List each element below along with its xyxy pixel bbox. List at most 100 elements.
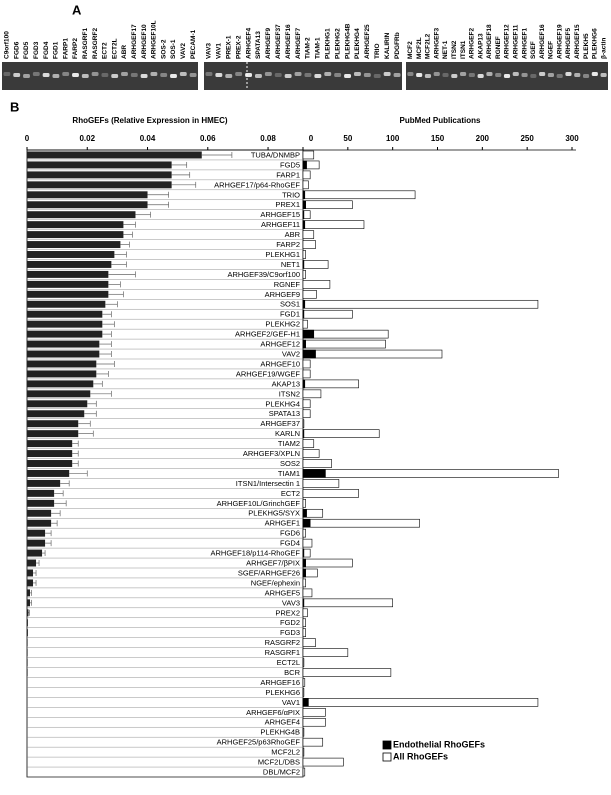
gel-band <box>205 72 213 76</box>
gel-band <box>512 72 519 76</box>
bar <box>27 231 124 239</box>
bar <box>27 181 172 189</box>
bar <box>302 379 359 389</box>
category-label: RASGRF1 <box>265 648 300 657</box>
gel-band <box>334 73 342 77</box>
axis-title: RhoGEFs (Relative Expression in HMEC) <box>72 116 227 125</box>
legend-swatch <box>382 752 392 762</box>
lane-label: ARHGEF25 <box>364 24 371 59</box>
gel-band <box>530 74 537 78</box>
gel-band <box>81 74 89 78</box>
category-label: ARHGEF10 <box>260 359 300 368</box>
bar <box>302 409 311 419</box>
gel-band <box>468 73 475 77</box>
bar <box>302 598 305 608</box>
category-label: ITSN2 <box>279 389 300 398</box>
bar <box>302 359 311 369</box>
category-label: SOS1 <box>280 300 300 309</box>
bar <box>302 180 309 190</box>
bar <box>302 737 324 747</box>
bar <box>302 309 353 319</box>
bar <box>27 619 28 627</box>
category-label: SGEF/ARHGEF26 <box>238 568 300 577</box>
bar <box>302 439 315 448</box>
lane-label: ARHGEF12 <box>504 24 511 59</box>
category-label: MCF2L/DBS <box>258 758 300 767</box>
bar <box>302 240 316 249</box>
category-label: PLEKHG6 <box>265 688 300 697</box>
bar <box>302 608 308 618</box>
lane-label: PLEKHG4B <box>344 23 351 59</box>
bar <box>27 479 61 487</box>
bar <box>27 539 46 547</box>
bar <box>27 410 85 418</box>
category-label: TIAM2 <box>278 439 300 448</box>
lane-label: KALIRIN <box>384 32 391 59</box>
bar <box>302 379 306 389</box>
gel-band <box>363 73 371 77</box>
lane-label: ARHGEF3 <box>433 28 440 59</box>
gel-band <box>393 73 401 77</box>
bar <box>27 280 109 288</box>
bar <box>27 440 73 448</box>
lane-label: FGD6 <box>13 41 20 59</box>
bar <box>27 251 115 258</box>
gel-band <box>353 72 361 76</box>
category-label: PLEKHG1 <box>265 250 300 259</box>
lane-label: FGD3 <box>33 41 40 59</box>
gel-band <box>556 74 563 78</box>
gel-band <box>294 72 302 76</box>
lane-label: FARP1 <box>62 38 69 59</box>
bar <box>302 339 386 349</box>
lane-label: ARHGEF16 <box>285 24 292 59</box>
gel-band <box>32 72 40 76</box>
lane-label: NET-1 <box>442 40 449 59</box>
lane-label: ARHGEF7 <box>295 28 302 59</box>
bar <box>302 508 307 518</box>
gel-band <box>495 73 502 77</box>
bar <box>27 221 124 229</box>
category-label: ARHGEF15 <box>260 210 300 219</box>
bar <box>27 579 34 587</box>
lane-label: ARHGEF37 <box>275 24 282 59</box>
category-label: FGD3 <box>280 628 300 637</box>
gel-band <box>304 73 312 77</box>
bar <box>27 519 52 527</box>
bar <box>302 190 416 200</box>
panel-label: A <box>72 2 82 17</box>
bar <box>302 230 315 239</box>
bar <box>302 459 332 468</box>
gel-band <box>62 72 70 76</box>
bar <box>302 558 353 568</box>
lane-label: ARHGEF10L <box>151 20 158 59</box>
bar <box>302 568 306 578</box>
gel-band <box>52 74 60 78</box>
bar <box>27 360 97 368</box>
bar <box>27 241 121 249</box>
x-tick-label: 200 <box>476 134 490 143</box>
lane-label: ECT2 <box>102 42 109 59</box>
category-label: PREX2 <box>275 608 300 617</box>
lane-label: ARHGEF2 <box>469 28 476 59</box>
bar <box>302 260 329 269</box>
lane-label: PLEKHG6 <box>592 28 599 59</box>
gel-band <box>433 72 440 76</box>
x-tick-label: 0.06 <box>200 134 216 143</box>
category-label: MCF2L2 <box>271 748 300 757</box>
lane-label: RGNEF <box>495 36 502 59</box>
bar <box>27 460 73 467</box>
category-label: FGD1 <box>280 310 300 319</box>
category-label: ARHGEF18/p114-RhoGEF <box>211 549 301 558</box>
lane-label: VAV1 <box>216 43 223 59</box>
bar <box>302 160 307 170</box>
lane-label: ARHGEF10 <box>141 24 148 59</box>
bar <box>302 220 306 229</box>
category-label: FGD6 <box>280 529 300 538</box>
gel-band <box>170 74 177 78</box>
category-label: ARHGEF17/p64-RhoGEF <box>214 180 300 189</box>
bar <box>27 599 31 607</box>
gel-band <box>140 74 148 78</box>
gel-band <box>150 72 158 76</box>
category-label: VAV3 <box>282 598 300 607</box>
